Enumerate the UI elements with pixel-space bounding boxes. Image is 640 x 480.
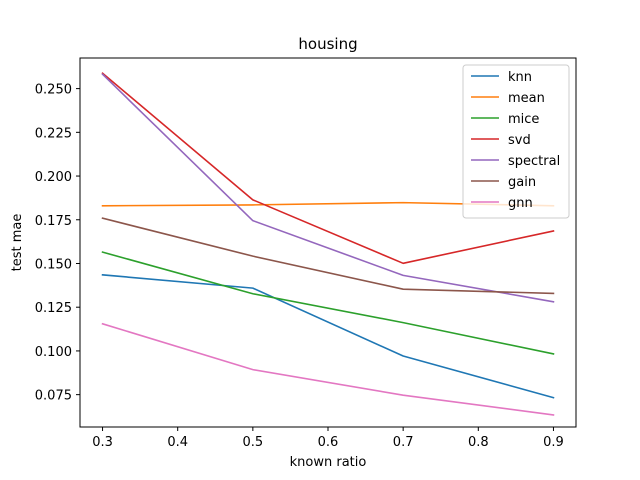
x-tick-label: 0.5 [243,435,264,450]
legend-label-gnn: gnn [508,196,533,211]
legend-label-mean: mean [508,91,545,106]
series-line-mice [101,251,555,355]
series-line-knn [101,273,555,399]
legend-label-spectral: spectral [508,154,560,169]
series-layer [101,72,555,416]
y-tick-label: 0.075 [35,389,72,404]
x-tick-label: 0.3 [92,435,113,450]
x-tick-label: 0.8 [468,435,489,450]
x-tick-label: 0.4 [167,435,188,450]
legend-label-svd: svd [508,133,531,148]
y-tick-label: 0.200 [35,170,72,185]
series-line-gnn [101,322,555,416]
plot-frame [79,57,577,428]
y-tick-label: 0.250 [35,83,72,98]
series-line-spectral [101,73,555,303]
series-line-gain [101,217,555,295]
legend-label-gain: gain [508,175,536,190]
y-tick-label: 0.100 [35,345,72,360]
chart-title: housing [298,35,357,53]
tick-layer: 0.3 0.4 0.5 0.6 0.7 0.8 0.9 0.075 0.100 0.125 0.15… [35,83,564,450]
legend-box [462,64,570,219]
x-tick-label: 0.7 [393,435,414,450]
series-line-svd [101,72,555,265]
x-axis-label: known ratio [290,455,367,470]
legend-label-mice: mice [508,112,539,127]
legend: knn mean mice svd spectral gain gnn [462,64,570,219]
x-tick-label: 0.6 [318,435,339,450]
y-tick-label: 0.225 [35,126,72,141]
y-tick-label: 0.125 [35,301,72,316]
y-tick-label: 0.150 [35,257,72,272]
y-axis-label: test mae [10,214,25,272]
x-tick-label: 0.9 [543,435,564,450]
legend-label-knn: knn [508,70,532,85]
y-tick-label: 0.175 [35,214,72,229]
